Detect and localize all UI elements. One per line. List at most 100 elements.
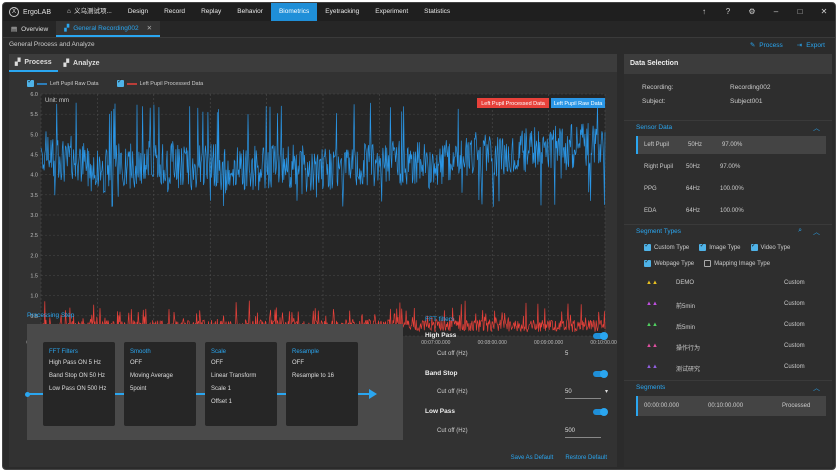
gear-icon[interactable]: ⚙ (748, 7, 756, 16)
sensor-section-header[interactable]: Sensor Data ︿ (624, 120, 832, 134)
data-selection-panel: Data Selection Recording: Recording002 S… (624, 54, 832, 467)
tab-process[interactable]: ▞ Process (9, 54, 58, 72)
step-fft[interactable]: FFT Filters High Pass ON 5 Hz Band Stop … (43, 342, 115, 426)
segment-name: DEMO (676, 280, 694, 286)
segment-list-item[interactable]: ▲▲ 前5min Custom (646, 301, 826, 311)
band-stop-toggle[interactable] (593, 369, 608, 378)
y-tick-label: 4.0 (30, 173, 38, 179)
process-button[interactable]: ✎ Process (749, 41, 783, 50)
pin-icon[interactable]: ↑ (702, 7, 706, 16)
y-tick-label: 6.0 (30, 92, 38, 98)
default-links: Save As Default Restore Default (511, 455, 607, 461)
segment-list: ▲▲ DEMO Custom ▲▲ 前5min Custom ▲▲ 后5min Custom ▲▲… (624, 54, 832, 376)
chevron-up-icon[interactable]: ︿ (813, 385, 820, 392)
menu-statistics[interactable]: Statistics (424, 8, 451, 15)
flow-start-dot (25, 391, 30, 397)
high-pass-label: High Pass (425, 332, 457, 339)
sensor-row[interactable]: EDA 64Hz 100.00% (644, 208, 744, 214)
restore-default-button[interactable]: Restore Default (565, 455, 607, 461)
segment-row[interactable]: 00:00:00.000 00:10:00.000 Processed (636, 396, 826, 416)
search-icon[interactable]: ⌕ (798, 227, 802, 234)
tab-recording[interactable]: ▞ General Recording002 ✕ (56, 21, 161, 37)
image-type-checkbox[interactable]: Image Type (699, 242, 741, 251)
raw-checkbox[interactable] (27, 78, 34, 87)
band-stop-underline (565, 398, 601, 399)
y-tick-label: 3.5 (30, 193, 38, 199)
menu-experiment[interactable]: Experiment (375, 8, 409, 15)
segments-header[interactable]: Segments ︿ (624, 380, 832, 394)
segment-type-row: Webpage Type Mapping Image Type (644, 258, 770, 267)
segment-type: Custom (784, 343, 805, 349)
high-pass-cutoff-label: Cut off (Hz) (437, 351, 468, 357)
main-menu: ⌂ 义乌测试项... Design Record Replay Behavior… (59, 3, 458, 21)
close-tab-icon[interactable]: ✕ (146, 25, 153, 32)
segment-list-item[interactable]: ▲▲ 操作行为 Custom (646, 343, 826, 353)
title-bar: X ErgoLAB ⌂ 义乌测试项... Design Record Repla… (3, 3, 835, 21)
export-button[interactable]: ⇥ Export (796, 41, 825, 50)
low-pass-cutoff-input[interactable]: 500 (565, 428, 576, 434)
close-icon[interactable]: ✕ (820, 7, 828, 16)
band-stop-cutoff-label: Cut off (Hz) (437, 389, 468, 395)
save-default-button[interactable]: Save As Default (510, 455, 554, 461)
custom-type-checkbox[interactable]: Custom Type (644, 242, 689, 251)
step-smooth[interactable]: Smooth OFF Moving Average 5point (124, 342, 196, 426)
app-logo: X ErgoLAB (9, 7, 59, 17)
segment-list-item[interactable]: ▲▲ 后5min Custom (646, 322, 826, 332)
pupil-chart[interactable]: 6.05.55.04.54.03.53.02.52.01.51.00.50.00… (9, 88, 617, 354)
tab-analyze[interactable]: ▞ Analyze (63, 59, 100, 68)
minimize-icon[interactable]: – (773, 7, 779, 16)
flow-arrow (29, 393, 43, 395)
chevron-up-icon[interactable]: ︿ (813, 125, 820, 132)
maximize-icon[interactable]: □ (797, 7, 803, 16)
segment-type: Custom (784, 280, 805, 286)
y-tick-label: 1.5 (30, 274, 38, 280)
step-scale[interactable]: Scale OFF Linear Transform Scale 1 Offse… (205, 342, 277, 426)
wand-icon: ✎ (749, 42, 756, 49)
menu-replay[interactable]: Replay (201, 8, 222, 15)
low-pass-toggle[interactable] (593, 407, 608, 416)
sensor-row[interactable]: Left Pupil 50Hz 97.00% (636, 136, 826, 154)
subject-value: Subject001 (730, 98, 763, 105)
segment-type: Custom (784, 322, 805, 328)
y-tick-label: 0.5 (30, 314, 38, 320)
low-pass-label: Low Pass (425, 408, 455, 415)
webpage-type-checkbox[interactable]: Webpage Type (644, 258, 694, 267)
chevron-up-icon[interactable]: ︿ (813, 229, 820, 236)
segment-list-item[interactable]: ▲▲ DEMO Custom (646, 280, 826, 290)
segment-color-icon: ▲▲ (646, 322, 658, 328)
segment-name: 后5min (676, 325, 696, 331)
sensor-row[interactable]: PPG 64Hz 100.00% (644, 186, 744, 192)
panel-tabs: ▞ Process ▞ Analyze (9, 54, 617, 72)
menu-project[interactable]: ⌂ 义乌测试项... (59, 3, 120, 21)
high-pass-cutoff-input[interactable]: 5 (565, 351, 569, 357)
processed-checkbox[interactable] (116, 78, 124, 87)
menu-behavior[interactable]: Behavior (237, 8, 263, 15)
video-type-checkbox[interactable]: Video Type (750, 242, 790, 251)
band-stop-cutoff-select[interactable]: 50 (565, 389, 572, 395)
mapping-image-type-checkbox[interactable]: Mapping Image Type (704, 260, 770, 267)
menu-design[interactable]: Design (127, 8, 149, 15)
segment-color-icon: ▲▲ (646, 301, 658, 307)
chart-icon: ▞ (15, 59, 21, 66)
help-icon[interactable]: ? (725, 7, 731, 16)
low-pass-cutoff-label: Cut off (Hz) (437, 428, 468, 434)
menu-biometrics[interactable]: Biometrics (270, 3, 318, 21)
chevron-down-icon[interactable]: ▾ (605, 389, 609, 395)
menu-eyetracking[interactable]: Eyetracking (325, 8, 360, 15)
sensor-row[interactable]: Right Pupil 50Hz 97.00% (644, 164, 741, 170)
segment-list-item[interactable]: ▲▲ 测试研究 Custom (646, 364, 826, 374)
band-stop-label: Band Stop (425, 370, 458, 377)
high-pass-toggle[interactable] (593, 331, 608, 340)
step-resample[interactable]: Resample OFF Resample to 16 (286, 342, 358, 426)
recording-value: Recording002 (730, 84, 771, 91)
x-tick-label: 00:10:00.000 (590, 340, 617, 346)
flow-arrow (115, 393, 125, 395)
tab-overview[interactable]: ▤ Overview (11, 25, 49, 34)
document-tabs: ▤ Overview ▞ General Recording002 ✕ (3, 21, 835, 38)
legend-raw[interactable]: Left Pupil Raw Data (27, 78, 99, 87)
segment-types-header[interactable]: Segment Types ⌕ ︿ (624, 224, 832, 238)
menu-record[interactable]: Record (164, 8, 186, 15)
process-panel: ▞Process ▞Analyze Left Pupil Raw Data Le… (9, 54, 617, 467)
legend-processed[interactable]: Left Pupil Processed Data (116, 78, 203, 87)
